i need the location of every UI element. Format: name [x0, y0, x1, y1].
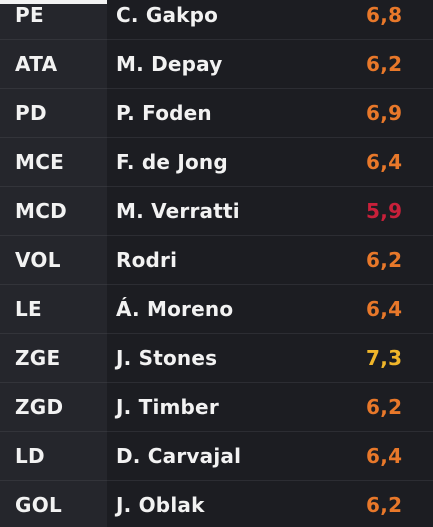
- player-name: F. de Jong: [116, 150, 228, 174]
- position-label: ZGD: [15, 395, 64, 419]
- player-row[interactable]: LD D. Carvajal 6,4: [0, 432, 433, 481]
- row-divider: [0, 333, 433, 334]
- player-row[interactable]: PD P. Foden 6,9: [0, 89, 433, 138]
- player-rating: 6,2: [366, 52, 403, 76]
- player-name: Á. Moreno: [116, 297, 234, 321]
- player-rating: 7,3: [366, 346, 403, 370]
- position-label: GOL: [15, 493, 63, 517]
- row-divider: [0, 137, 433, 138]
- player-row[interactable]: LE Á. Moreno 6,4: [0, 285, 433, 334]
- player-row[interactable]: MCD M. Verratti 5,9: [0, 187, 433, 236]
- row-divider-left: [0, 235, 107, 236]
- row-divider-left: [0, 39, 107, 40]
- player-rating: 5,9: [366, 199, 403, 223]
- player-rating: 6,2: [366, 493, 403, 517]
- row-divider-left: [0, 88, 107, 89]
- row-divider: [0, 284, 433, 285]
- player-row[interactable]: VOL Rodri 6,2: [0, 236, 433, 285]
- selected-tab-indicator: [0, 0, 107, 4]
- player-row[interactable]: ATA M. Depay 6,2: [0, 40, 433, 89]
- row-divider-left: [0, 284, 107, 285]
- row-divider-left: [0, 186, 107, 187]
- player-row[interactable]: GOL J. Oblak 6,2: [0, 481, 433, 527]
- row-divider-left: [0, 431, 107, 432]
- row-divider-left: [0, 333, 107, 334]
- player-rating: 6,4: [366, 444, 403, 468]
- position-label: MCE: [15, 150, 65, 174]
- player-rating: 6,8: [366, 3, 403, 27]
- position-column: [0, 0, 107, 527]
- player-row[interactable]: ZGE J. Stones 7,3: [0, 334, 433, 383]
- player-name: M. Verratti: [116, 199, 240, 223]
- player-rating: 6,2: [366, 395, 403, 419]
- row-divider-left: [0, 137, 107, 138]
- player-name: P. Foden: [116, 101, 212, 125]
- player-rating: 6,4: [366, 297, 403, 321]
- player-rating: 6,4: [366, 150, 403, 174]
- position-label: PD: [15, 101, 47, 125]
- player-row[interactable]: PE C. Gakpo 6,8: [0, 0, 433, 40]
- position-label: ZGE: [15, 346, 61, 370]
- position-label: LD: [15, 444, 45, 468]
- position-label: LE: [15, 297, 43, 321]
- player-name: J. Stones: [116, 346, 218, 370]
- row-divider: [0, 39, 433, 40]
- row-divider: [0, 480, 433, 481]
- row-divider-left: [0, 382, 107, 383]
- row-divider: [0, 186, 433, 187]
- player-name: J. Timber: [116, 395, 219, 419]
- player-row[interactable]: ZGD J. Timber 6,2: [0, 383, 433, 432]
- position-label: ATA: [15, 52, 58, 76]
- row-divider: [0, 431, 433, 432]
- player-rating: 6,2: [366, 248, 403, 272]
- position-label: MCD: [15, 199, 68, 223]
- row-divider-left: [0, 480, 107, 481]
- player-name: J. Oblak: [116, 493, 205, 517]
- player-name: Rodri: [116, 248, 178, 272]
- row-divider: [0, 382, 433, 383]
- player-name: D. Carvajal: [116, 444, 242, 468]
- player-name: C. Gakpo: [116, 3, 219, 27]
- player-rating: 6,9: [366, 101, 403, 125]
- player-row[interactable]: MCE F. de Jong 6,4: [0, 138, 433, 187]
- position-label: PE: [15, 3, 44, 27]
- row-divider: [0, 235, 433, 236]
- player-name: M. Depay: [116, 52, 223, 76]
- row-divider: [0, 88, 433, 89]
- position-label: VOL: [15, 248, 61, 272]
